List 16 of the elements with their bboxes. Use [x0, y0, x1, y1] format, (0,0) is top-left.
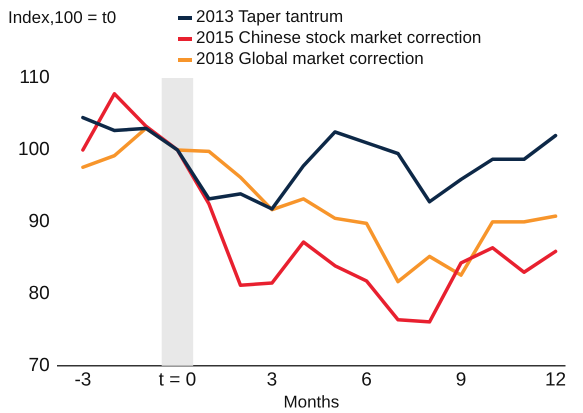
y-tick-label: 110	[19, 67, 50, 88]
x-tick-label: t = 0	[158, 369, 196, 390]
x-axis-title: Months	[283, 392, 340, 412]
legend-label: 2013 Taper tantrum	[196, 7, 344, 26]
legend-label: 2018 Global market correction	[196, 49, 424, 68]
x-tick-label: 12	[544, 369, 566, 390]
y-tick-label: 80	[28, 283, 50, 304]
y-axis-title: Index,100 = t0	[8, 8, 116, 28]
y-tick-label: 90	[28, 211, 50, 232]
y-tick-label: 100	[18, 139, 50, 160]
x-tick-label: 6	[361, 369, 372, 390]
y-tick-label: 70	[28, 355, 50, 376]
legend-label: 2015 Chinese stock market correction	[196, 28, 482, 47]
x-tick-label: -3	[74, 369, 92, 390]
x-tick-label: 9	[456, 369, 466, 390]
x-tick-label: 3	[266, 369, 278, 390]
